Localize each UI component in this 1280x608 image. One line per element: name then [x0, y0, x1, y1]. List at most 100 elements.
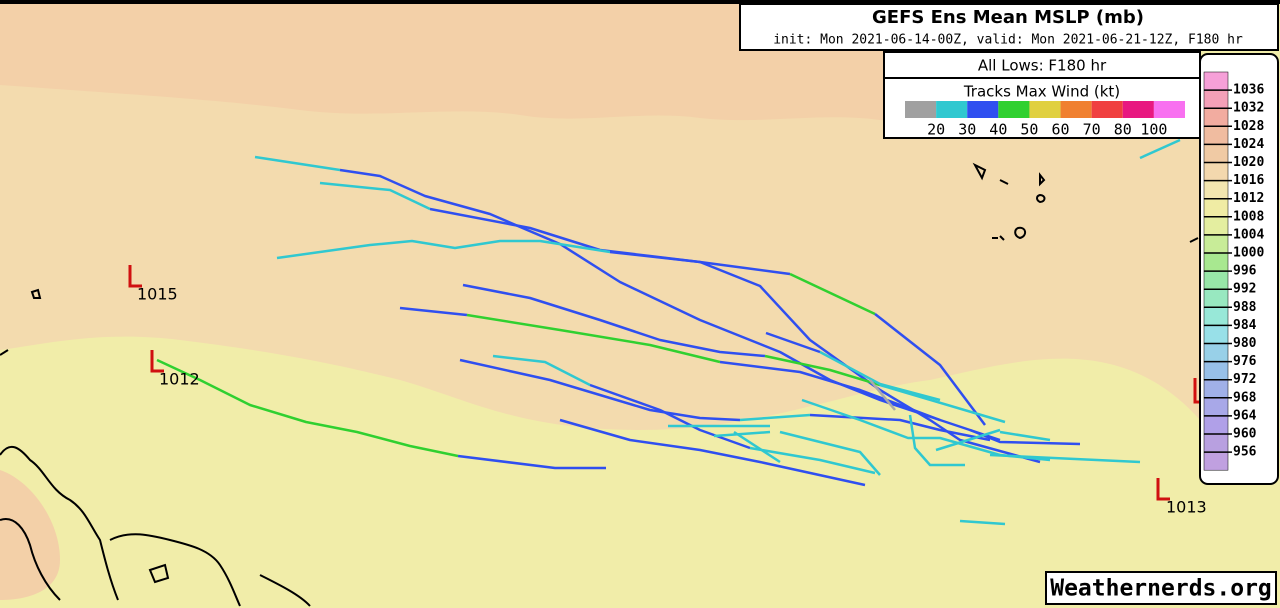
storm-track — [589, 383, 751, 450]
coastlines — [0, 162, 1199, 607]
wind-label: 20 — [927, 121, 945, 139]
colorbar-swatch — [1203, 107, 1229, 127]
wind-swatch — [1060, 101, 1092, 118]
storm-track — [559, 418, 866, 487]
storm-track — [935, 428, 1001, 452]
colorbar-label: 968 — [1233, 390, 1257, 405]
colorbar-swatch — [1203, 361, 1229, 380]
title: GEFS Ens Mean MSLP (mb) — [872, 7, 1144, 28]
legend-background — [883, 51, 1201, 139]
colorbar-label: 1012 — [1233, 191, 1264, 206]
colorbar-label: 1008 — [1233, 209, 1264, 224]
storm-track — [749, 446, 876, 475]
colorbar-label: 984 — [1233, 318, 1257, 333]
storm-track — [869, 379, 896, 411]
colorbar-swatch — [1203, 397, 1229, 417]
wind-swatch — [1029, 101, 1061, 118]
storm-track — [457, 454, 606, 470]
watermark-background — [1045, 571, 1277, 605]
storm-track — [319, 181, 431, 211]
watermark-box: Weathernerds.org — [1045, 571, 1277, 605]
wind-swatch — [998, 101, 1030, 118]
colorbar-swatch — [1203, 216, 1229, 236]
wind-label: 100 — [1140, 121, 1167, 139]
watermark: Weathernerds.org — [1050, 576, 1272, 602]
wind-swatch — [905, 101, 937, 118]
storm-track — [254, 155, 341, 172]
low-symbol — [128, 265, 142, 288]
pressure-1016-land — [0, 470, 60, 600]
subtitle: init: Mon 2021-06-14-00Z, valid: Mon 202… — [773, 33, 1243, 48]
colorbar-label: 1004 — [1233, 227, 1264, 242]
low-symbol — [1156, 478, 1170, 501]
colorbar-label: 1032 — [1233, 101, 1264, 116]
colorbar-swatch — [1203, 89, 1229, 109]
storm-track — [765, 331, 821, 354]
colorbar-swatch — [1203, 252, 1229, 272]
storm-track — [959, 519, 1006, 526]
storm-track — [739, 413, 811, 422]
storm-track — [779, 430, 881, 476]
storm-track — [879, 383, 1006, 424]
wind-swatch — [967, 101, 999, 118]
colorbar-swatch — [1203, 180, 1229, 199]
storm-track — [789, 272, 876, 316]
colorbar-swatch — [1203, 288, 1229, 308]
low-symbol — [1193, 378, 1200, 404]
colorbar-swatch — [1203, 415, 1229, 435]
colorbar-swatch — [1203, 162, 1229, 181]
colorbar-label: 996 — [1233, 264, 1257, 279]
colorbar-label: 988 — [1233, 300, 1257, 315]
storm-track — [733, 430, 781, 464]
colorbar-swatch — [1203, 325, 1229, 344]
colorbar-label: 1016 — [1233, 173, 1264, 188]
storm-track — [459, 358, 741, 422]
colorbar-label: 972 — [1233, 372, 1256, 387]
colorbar-swatch — [1203, 126, 1229, 145]
wind-swatch — [1091, 101, 1123, 118]
storm-track — [819, 350, 941, 402]
wind-label: 30 — [958, 121, 976, 139]
wind-label: 80 — [1114, 121, 1132, 139]
colorbar-swatch — [1203, 343, 1229, 362]
colorbar-label: 1036 — [1233, 83, 1264, 98]
storm-track — [1139, 138, 1181, 160]
storm-track — [399, 306, 468, 317]
colorbar-swatch — [1203, 71, 1229, 91]
wind-label: 70 — [1083, 121, 1101, 139]
legend-title: All Lows: F180 hr — [978, 57, 1107, 75]
low-pressure-label: 1015 — [137, 285, 178, 304]
legend-box: All Lows: F180 hr Tracks Max Wind (kt) 2… — [883, 51, 1201, 139]
colorbar-swatch — [1203, 144, 1229, 163]
low-symbol — [150, 350, 164, 373]
colorbar-swatch — [1203, 270, 1229, 290]
wind-label: 60 — [1052, 121, 1070, 139]
colorbar-label: 964 — [1233, 408, 1257, 423]
colorbar-label: 992 — [1233, 282, 1256, 297]
wind-swatch — [1122, 101, 1154, 118]
colorbar-swatch — [1203, 451, 1229, 471]
colorbar-swatch — [1203, 379, 1229, 399]
storm-track — [764, 354, 881, 387]
colorbar-label: 980 — [1233, 336, 1257, 351]
low-pressure-label: 1013 — [1166, 498, 1207, 517]
storm-track — [462, 283, 766, 358]
storm-track — [492, 354, 591, 387]
storm-track — [719, 360, 941, 422]
wind-swatch — [936, 101, 968, 118]
colorbar-label: 1024 — [1233, 137, 1264, 152]
storm-track — [874, 313, 986, 426]
wind-label: 40 — [989, 121, 1007, 139]
storm-track — [713, 430, 771, 438]
colorbar: 1036 1032 1028 1024 1020 1016 1012 1008 1004 1000… — [1199, 53, 1279, 485]
storm-track — [276, 239, 611, 260]
storm-track — [989, 453, 1141, 464]
storm-track — [969, 428, 1081, 446]
low-markers: 1015 1012 1013 — [128, 265, 1207, 517]
colorbar-label: 956 — [1233, 445, 1257, 460]
title-box: GEFS Ens Mean MSLP (mb) init: Mon 2021-0… — [739, 3, 1279, 51]
wind-label: 50 — [1020, 121, 1038, 139]
colorbar-swatch — [1203, 234, 1229, 254]
